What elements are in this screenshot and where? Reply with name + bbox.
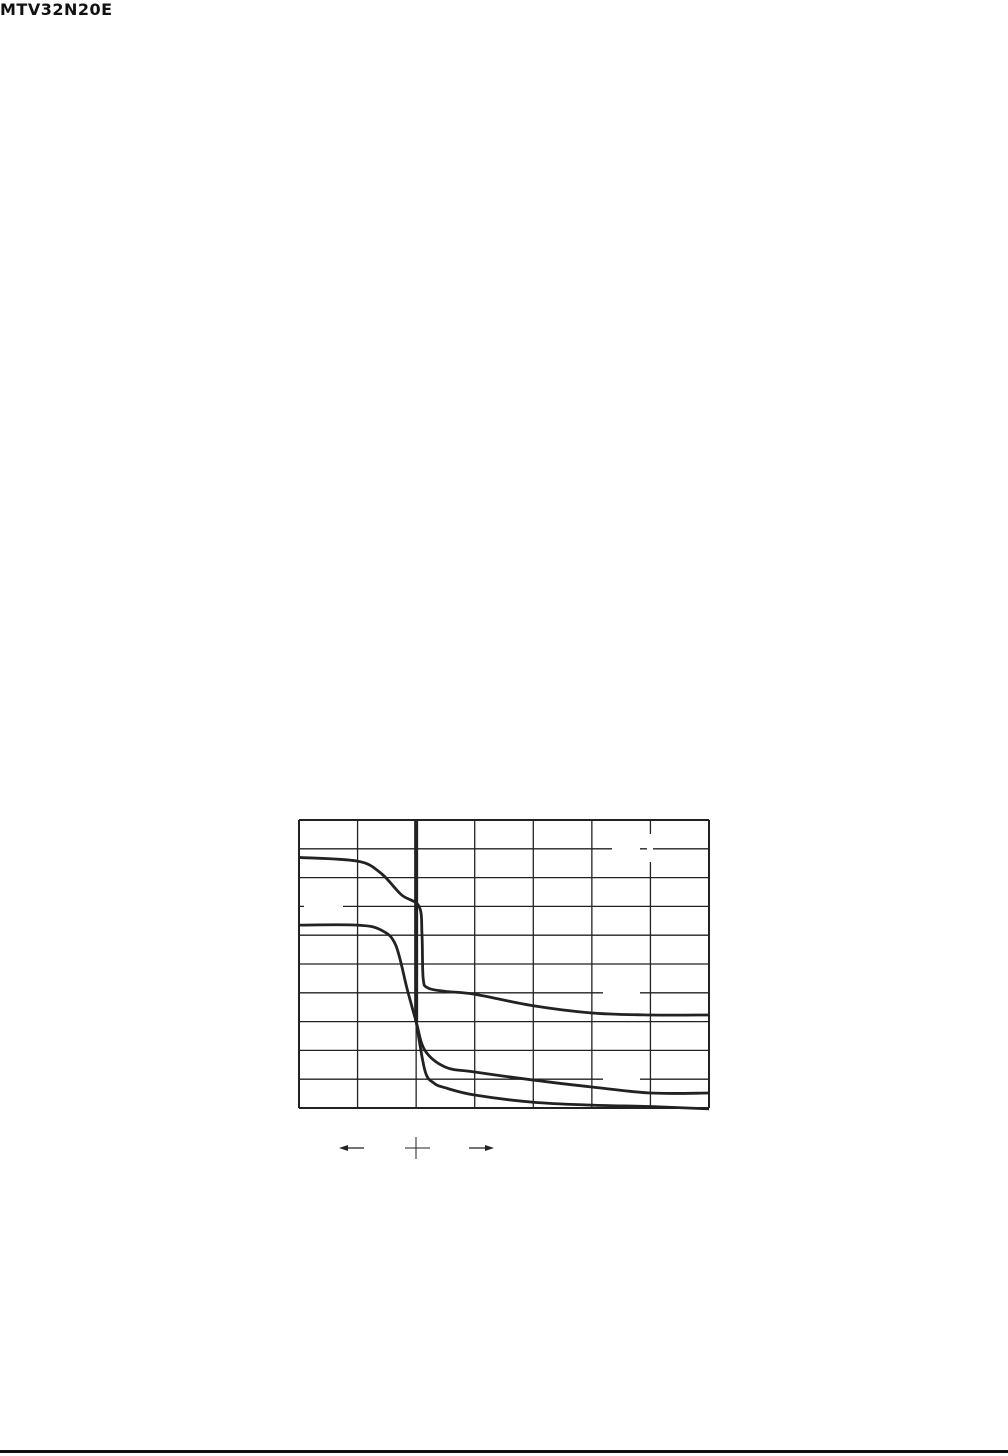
chart-series [298, 820, 710, 1111]
right-arrow-icon [485, 1145, 494, 1151]
axis-symbols [339, 1137, 494, 1159]
series-line-2 [298, 923, 710, 1095]
series-line-1 [298, 856, 710, 1017]
footer-rule [0, 1450, 1008, 1453]
grid-gap [647, 834, 653, 862]
label-gaps [304, 834, 653, 1083]
grid-gap [612, 845, 640, 853]
chart-grid [298, 819, 710, 1109]
grid-gap [304, 902, 343, 910]
grid-gap [603, 989, 640, 997]
left-arrow-icon [339, 1145, 348, 1151]
series-line-3 [414, 1021, 710, 1111]
part-number-title: MTV32N20E [0, 0, 113, 19]
grid-gap [603, 1075, 640, 1083]
